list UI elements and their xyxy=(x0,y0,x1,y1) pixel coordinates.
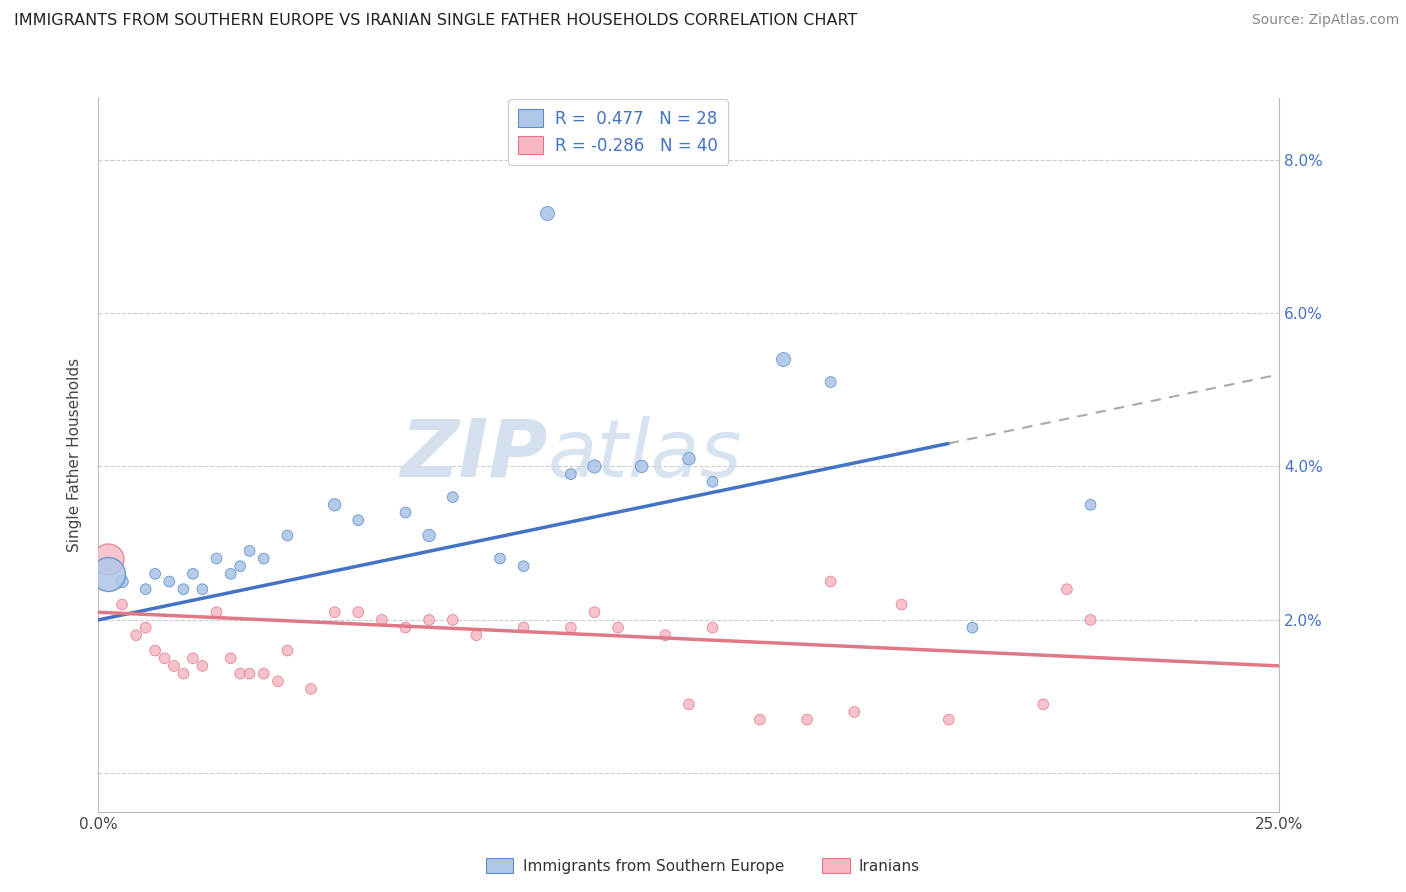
Point xyxy=(512,559,534,574)
Point xyxy=(748,713,770,727)
Point xyxy=(489,551,512,566)
Point xyxy=(1080,498,1102,512)
Point xyxy=(702,621,724,635)
Point xyxy=(1032,698,1054,712)
Point xyxy=(1080,613,1102,627)
Point xyxy=(536,206,558,220)
Point xyxy=(111,574,134,589)
Point xyxy=(1056,582,1078,597)
Point xyxy=(820,375,842,389)
Point xyxy=(205,605,228,619)
Point xyxy=(678,698,700,712)
Point xyxy=(153,651,176,665)
Text: atlas: atlas xyxy=(547,416,742,494)
Point xyxy=(678,451,700,466)
Point xyxy=(267,674,290,689)
Point xyxy=(239,666,262,681)
Point xyxy=(772,351,794,366)
Point xyxy=(938,713,960,727)
Point xyxy=(163,659,186,673)
Point xyxy=(276,528,298,542)
Point xyxy=(418,613,440,627)
Point xyxy=(219,566,242,581)
Point xyxy=(607,621,630,635)
Point xyxy=(299,681,322,696)
Point xyxy=(371,613,394,627)
Point xyxy=(441,490,464,504)
Point xyxy=(347,605,370,619)
Point xyxy=(512,621,534,635)
Point xyxy=(583,605,606,619)
Point xyxy=(111,598,134,612)
Point xyxy=(135,582,157,597)
Point xyxy=(962,621,984,635)
Point xyxy=(890,598,912,612)
Point xyxy=(796,713,818,727)
Point xyxy=(253,551,276,566)
Point xyxy=(394,621,416,635)
Point xyxy=(143,566,166,581)
Point xyxy=(219,651,242,665)
Point xyxy=(181,566,204,581)
Point xyxy=(347,513,370,527)
Point xyxy=(125,628,148,642)
Point xyxy=(229,666,252,681)
Point xyxy=(418,528,440,542)
Point xyxy=(191,659,214,673)
Y-axis label: Single Father Households: Single Father Households xyxy=(67,358,83,552)
Point xyxy=(205,551,228,566)
Point xyxy=(394,506,416,520)
Point xyxy=(844,705,866,719)
Point xyxy=(191,582,214,597)
Point xyxy=(702,475,724,489)
Point xyxy=(560,621,582,635)
Point xyxy=(157,574,180,589)
Point xyxy=(135,621,157,635)
Point xyxy=(229,559,252,574)
Point xyxy=(239,544,262,558)
Point xyxy=(172,582,194,597)
Point xyxy=(143,643,166,657)
Point xyxy=(172,666,194,681)
Point xyxy=(560,467,582,482)
Point xyxy=(583,459,606,474)
Point xyxy=(441,613,464,627)
Point xyxy=(323,605,346,619)
Text: ZIP: ZIP xyxy=(399,416,547,494)
Legend: Immigrants from Southern Europe, Iranians: Immigrants from Southern Europe, Iranian… xyxy=(479,852,927,880)
Point xyxy=(97,566,120,581)
Point xyxy=(654,628,676,642)
Point xyxy=(630,459,652,474)
Legend: R =  0.477   N = 28, R = -0.286   N = 40: R = 0.477 N = 28, R = -0.286 N = 40 xyxy=(509,99,728,165)
Point xyxy=(323,498,346,512)
Point xyxy=(97,551,120,566)
Text: Source: ZipAtlas.com: Source: ZipAtlas.com xyxy=(1251,13,1399,28)
Point xyxy=(820,574,842,589)
Point xyxy=(181,651,204,665)
Point xyxy=(276,643,298,657)
Point xyxy=(253,666,276,681)
Text: IMMIGRANTS FROM SOUTHERN EUROPE VS IRANIAN SINGLE FATHER HOUSEHOLDS CORRELATION : IMMIGRANTS FROM SOUTHERN EUROPE VS IRANI… xyxy=(14,13,858,29)
Point xyxy=(465,628,488,642)
